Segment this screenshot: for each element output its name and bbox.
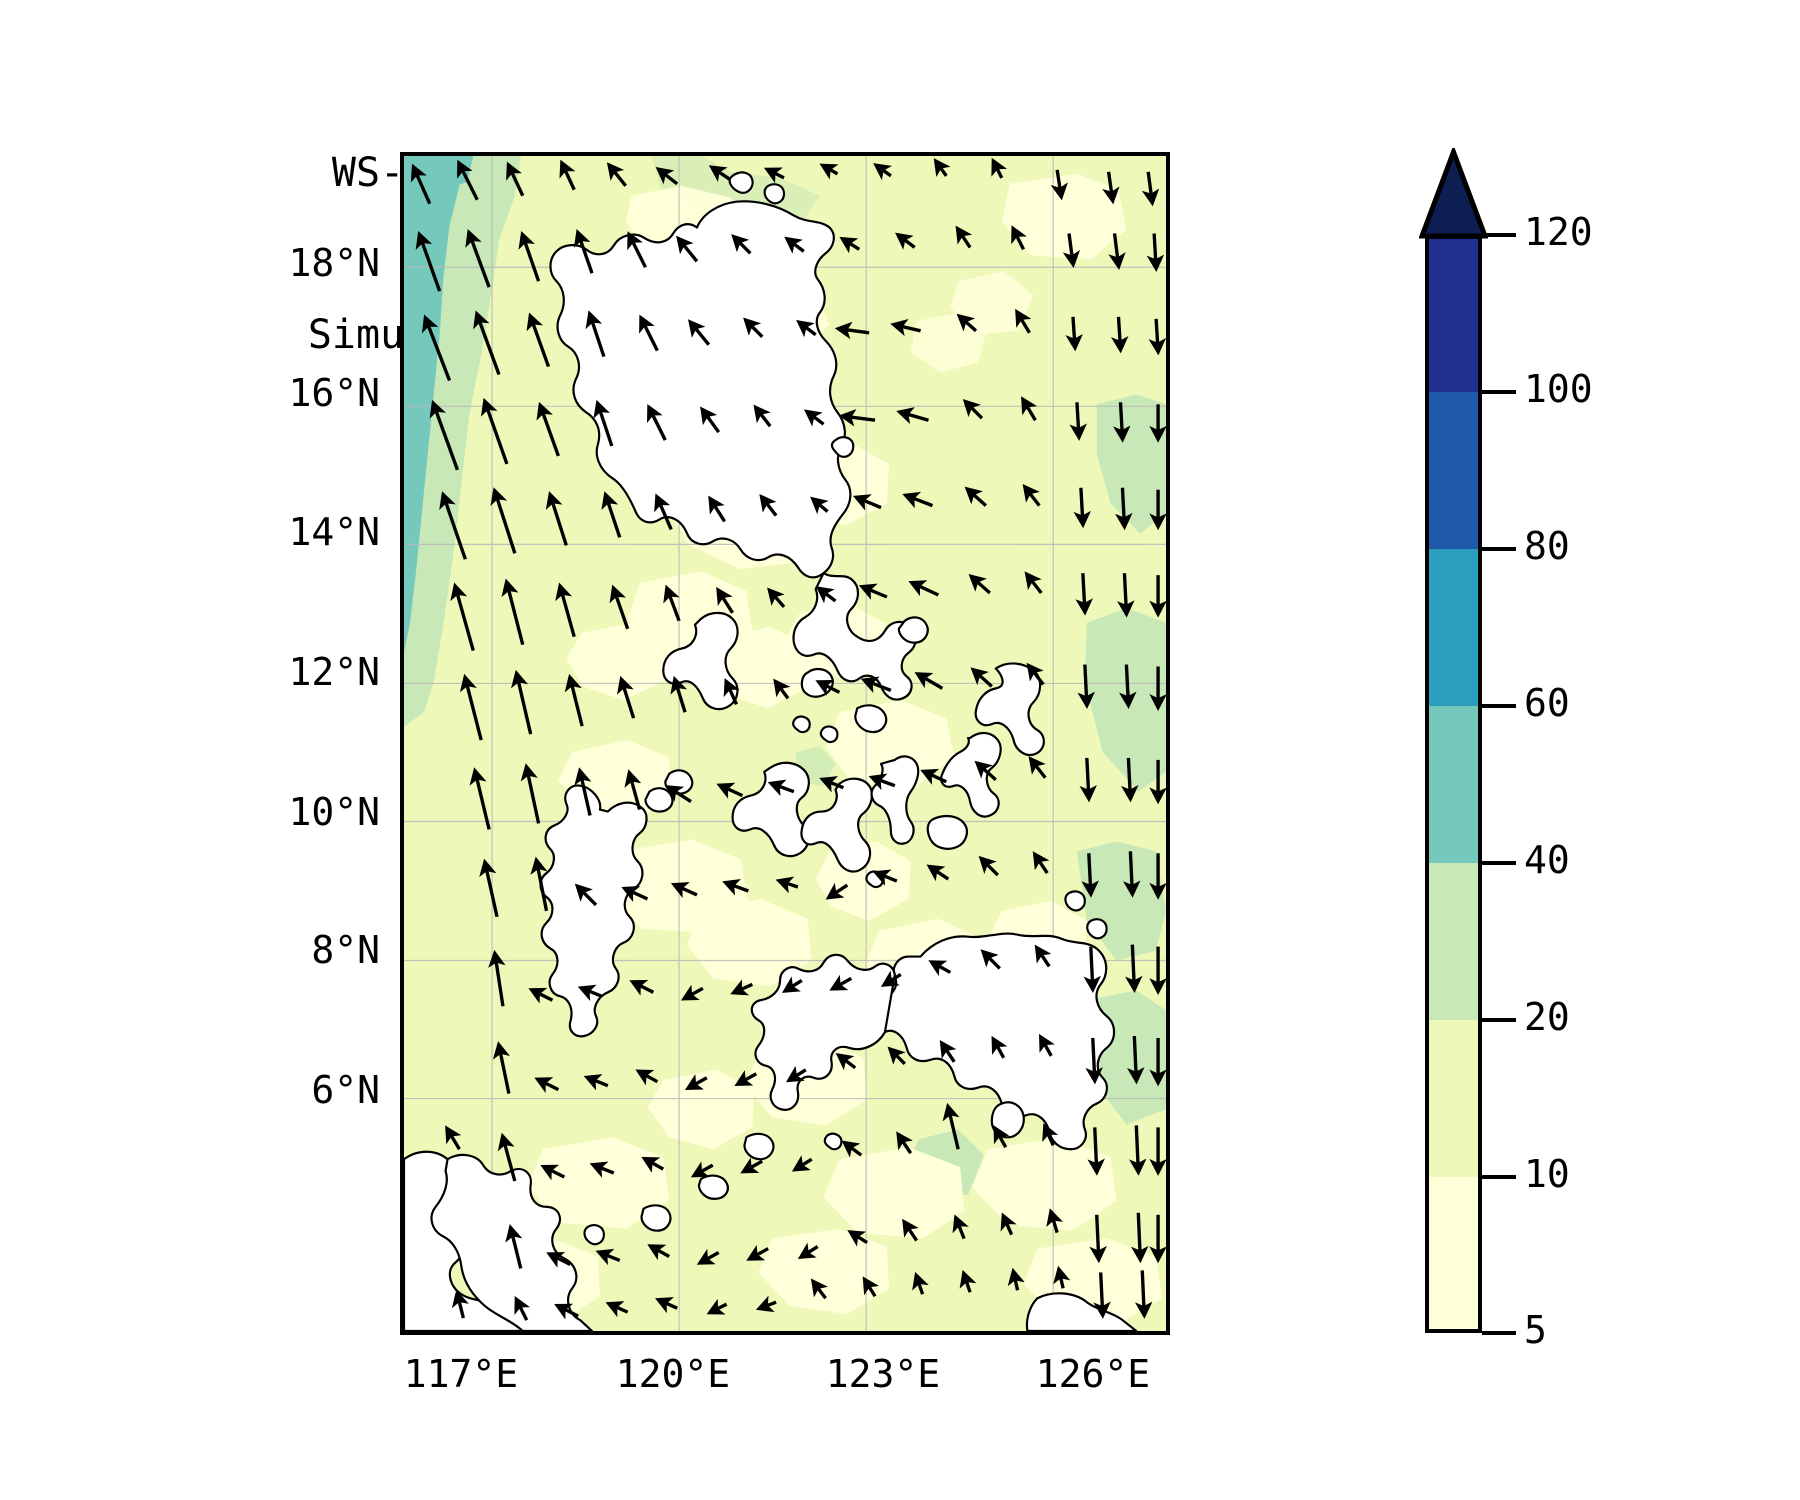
colorbar-gradient[interactable] [1425, 235, 1482, 1333]
colorbar-label-5: 5 [1524, 1308, 1547, 1352]
y-tick-label-18N: 18°N [150, 241, 380, 285]
colorbar-label-40: 40 [1524, 838, 1570, 882]
colorbar-tick-120 [1482, 233, 1516, 237]
x-tick-label-117E: 117°E [403, 1352, 519, 1396]
colorbar-tick-60 [1482, 704, 1516, 708]
colorbar-tick-40 [1482, 861, 1516, 865]
colorbar-tick-100 [1482, 390, 1516, 394]
y-tick-label-8N: 8°N [150, 928, 380, 972]
y-tick-label-14N: 14°N [150, 510, 380, 554]
colorbar-label-80: 80 [1524, 524, 1570, 568]
y-tick-text: 14°N [288, 510, 380, 554]
colorbar-label-100: 100 [1524, 367, 1593, 411]
colorbar-band-80-100 [1425, 392, 1482, 549]
colorbar-tick-80 [1482, 547, 1516, 551]
y-tick-text: 18°N [288, 241, 380, 285]
colorbar-band-10-20 [1425, 1020, 1482, 1177]
y-tick-text: 10°N [288, 790, 380, 834]
y-tick-text: 6°N [311, 1068, 380, 1112]
y-tick-label-6N: 6°N [150, 1068, 380, 1112]
map-plot-area[interactable] [400, 152, 1170, 1335]
colorbar-band-5-10 [1425, 1177, 1482, 1333]
colorbar-over-arrow [1418, 144, 1489, 240]
y-tick-text: 12°N [288, 650, 380, 694]
x-tick-label-120E: 120°E [615, 1352, 731, 1396]
colorbar-tick-5 [1482, 1331, 1516, 1335]
y-tick-label-16N: 16°N [150, 371, 380, 415]
colorbar-band-20-40 [1425, 863, 1482, 1020]
y-tick-label-12N: 12°N [150, 650, 380, 694]
wind-vector-quiver [410, 157, 1166, 1321]
y-tick-label-10N: 10°N [150, 790, 380, 834]
colorbar-label-120: 120 [1524, 210, 1593, 254]
colorbar-label-60: 60 [1524, 681, 1570, 725]
colorbar-tick-10 [1482, 1175, 1516, 1179]
colorbar-band-60-80 [1425, 549, 1482, 706]
colorbar-tick-20 [1482, 1018, 1516, 1022]
colorbar-band-40-60 [1425, 706, 1482, 863]
x-tick-label-126E: 126°E [1035, 1352, 1151, 1396]
colorbar-label-10: 10 [1524, 1152, 1570, 1196]
y-tick-text: 8°N [311, 928, 380, 972]
y-tick-text: 16°N [288, 371, 380, 415]
x-tick-label-123E: 123°E [825, 1352, 941, 1396]
map-inner [404, 156, 1166, 1331]
colorbar-label-20: 20 [1524, 995, 1570, 1039]
colorbar-band-100-120 [1425, 235, 1482, 392]
